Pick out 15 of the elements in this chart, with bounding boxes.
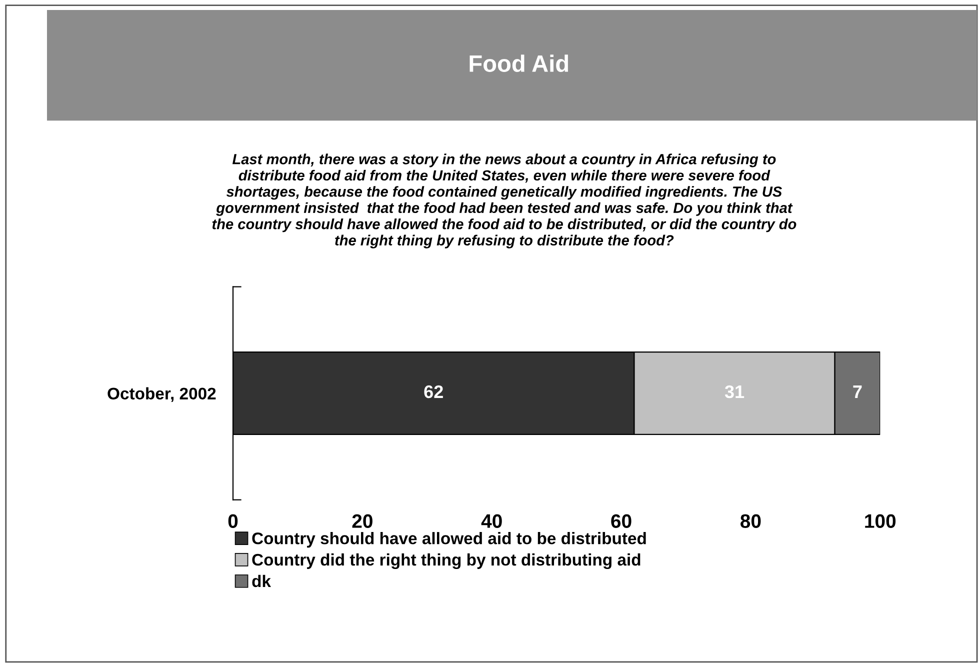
x-tick-label: 0 <box>228 514 238 528</box>
legend-label: dk <box>252 574 271 588</box>
data-label: 31 <box>724 385 744 398</box>
y-tick-label: October, 2002 <box>108 387 216 402</box>
data-label: 7 <box>853 386 862 398</box>
legend-label: Country did the right thing by not distributing aid <box>252 553 640 570</box>
x-tick-label: 80 <box>740 514 761 528</box>
x-tick-label: 20 <box>352 514 372 528</box>
data-label: 62 <box>424 385 443 398</box>
chart-subtitle: Last month, there was a story in the news about a country in Africa refusing to distribute food aid from the United States, even while there were severe food shortages, because the food contained genetically modified ingredients. The US government insisted that the food had been tested and was safe. Do you think that the country should have allowed the food aid to be distributed, or did the country do the right thing by refusing to distribute the food? <box>212 154 796 248</box>
chart-title: Food Aid <box>470 54 568 72</box>
x-tick-label: 40 <box>481 514 502 528</box>
legend-label: Country should have allowed aid to be distributed <box>252 532 646 548</box>
x-tick-label: 60 <box>611 514 632 528</box>
x-tick-label: 100 <box>865 514 896 528</box>
